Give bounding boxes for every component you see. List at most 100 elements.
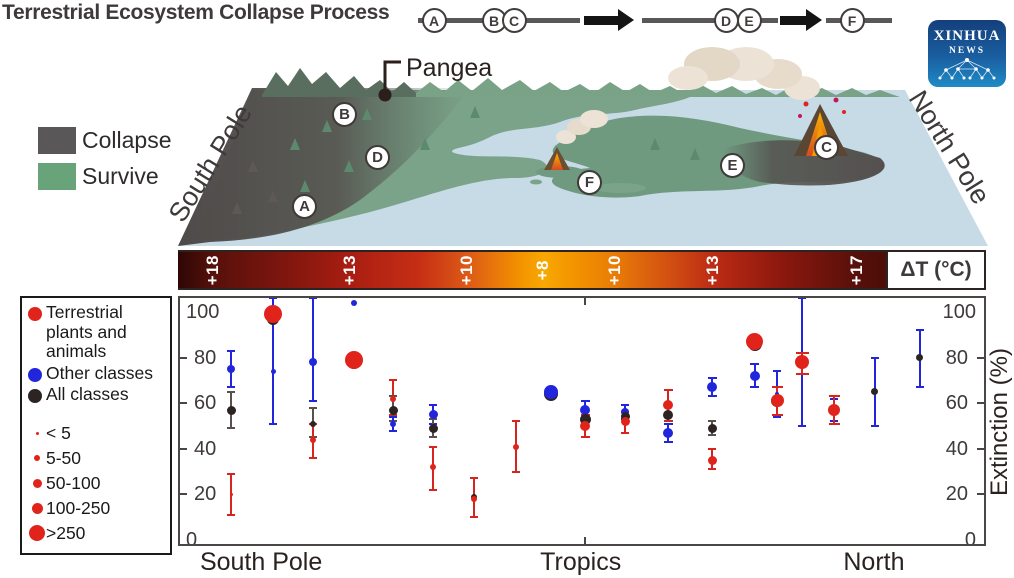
data-point-terrestrial [471, 495, 478, 502]
y-tick-mark [977, 356, 984, 359]
error-bar-cap [470, 516, 479, 519]
y-tick-label-left: 20 [194, 483, 217, 506]
error-bar-cap [429, 488, 438, 491]
data-point-terrestrial [513, 443, 520, 450]
error-bar-cap [870, 356, 879, 359]
data-point-all [579, 413, 591, 425]
error-bar-cap [708, 468, 717, 471]
map-markers-layer: A B C D E F [292, 102, 839, 219]
error-bar-cap [470, 477, 479, 480]
y-tick-label-left: 100 [186, 301, 220, 323]
data-point-all [388, 405, 398, 415]
error-bar-cap [389, 429, 398, 432]
legend-size-item: < 5 [28, 421, 166, 446]
y-tick-label-right: 80 [945, 346, 968, 369]
data-point-terrestrial [229, 492, 233, 496]
temp-value-label: +8 [532, 252, 554, 288]
y-tick-mark [180, 493, 187, 496]
series-color-dot [28, 307, 42, 321]
temp-value-label: +18 [202, 252, 224, 288]
error-bar-cap [707, 377, 717, 380]
delta-t-label: ΔT (°C) [900, 258, 972, 281]
legend-size-label: 5-50 [46, 447, 82, 468]
map-marker-c: C [814, 135, 839, 160]
data-point-other [580, 405, 591, 416]
tropics-tick [584, 298, 587, 305]
data-point-other [270, 368, 276, 374]
data-point-other [428, 410, 438, 420]
temp-value-text: +18 [202, 254, 222, 286]
error-bar-cap [771, 413, 784, 416]
error-bar-cap [773, 415, 782, 418]
y-tick-mark [180, 356, 187, 359]
data-point-other [350, 299, 357, 306]
temp-value-text: +10 [456, 254, 476, 286]
error-bar-cap [227, 513, 236, 516]
survive-label: Survive [82, 163, 159, 189]
data-point-other [227, 365, 236, 373]
data-point-terrestrial [580, 421, 591, 431]
y-tick-label-right: 100 [942, 301, 976, 323]
arrow-icon [584, 16, 620, 25]
pangea-label: Pangea [406, 54, 492, 82]
temp-value-text: +8 [532, 259, 552, 281]
size-dot-cell [28, 502, 46, 514]
collapse-label: Collapse [82, 127, 172, 153]
delta-t-unit-box: ΔT (°C) [886, 250, 986, 290]
size-dot-cell [28, 478, 46, 488]
map-marker-b: B [332, 102, 357, 127]
data-point-terrestrial [828, 404, 841, 417]
size-sample-dot [34, 455, 40, 462]
error-bar-cap [773, 370, 782, 373]
data-point-all [226, 405, 236, 415]
data-point-other [775, 392, 780, 397]
error-bar-cap [429, 445, 438, 448]
dead-forest [232, 160, 278, 214]
map-marker-f: F [577, 170, 602, 195]
chart-legend-box: Terrestrial plants and animals Other clas… [20, 296, 172, 555]
y-tick-mark [977, 493, 984, 496]
collapse-swatch [38, 127, 76, 154]
error-bar-cap [309, 399, 318, 402]
error-bar-cap [309, 406, 318, 409]
y-tick-mark [180, 447, 187, 450]
error-bar-cap [512, 470, 521, 473]
error-bar-cap [708, 434, 717, 437]
size-dot-cell [28, 525, 46, 542]
error-bar-cap [829, 395, 840, 398]
data-point-all [310, 420, 317, 427]
y-tick-label-left: 80 [194, 346, 217, 369]
islet [530, 179, 542, 185]
error-bar-cap [580, 436, 590, 439]
error-bar-cap [771, 386, 784, 389]
timeline-node-e: E [736, 8, 762, 33]
data-point-all [707, 423, 717, 433]
data-point-other [749, 370, 760, 381]
map-marker-e: E [720, 153, 745, 178]
extinction-scatter-plot: 0 0 20 20 40 40 60 60 80 80 100 100 [178, 296, 986, 546]
error-bar-cap [663, 422, 673, 425]
error-bar-cap [750, 386, 760, 389]
temp-value-label: +13 [339, 252, 361, 288]
error-bar-cap [429, 404, 438, 407]
pangea-dot [378, 88, 392, 102]
error-bar-cap [389, 415, 398, 418]
legend-size-item: 5-50 [28, 446, 166, 471]
error-bar-cap [870, 425, 879, 427]
legend-series-label: All classes [46, 384, 129, 405]
legend-size-label: < 5 [46, 422, 71, 443]
temp-value-label: +17 [846, 252, 868, 288]
data-point-other [663, 427, 674, 438]
data-point-terrestrial [795, 355, 810, 370]
temp-value-text: +13 [339, 254, 359, 286]
error-bar-cap [750, 363, 760, 366]
x-axis-label: South Pole [199, 548, 323, 576]
right-axis-title: Extinction (%) [986, 347, 1013, 497]
map-marker-a: A [292, 194, 317, 219]
error-bar-cap [309, 298, 318, 300]
error-bar-cap [269, 422, 278, 425]
data-point-terrestrial [390, 395, 397, 402]
data-point-terrestrial [430, 464, 437, 471]
error-bar-cap [580, 399, 590, 402]
